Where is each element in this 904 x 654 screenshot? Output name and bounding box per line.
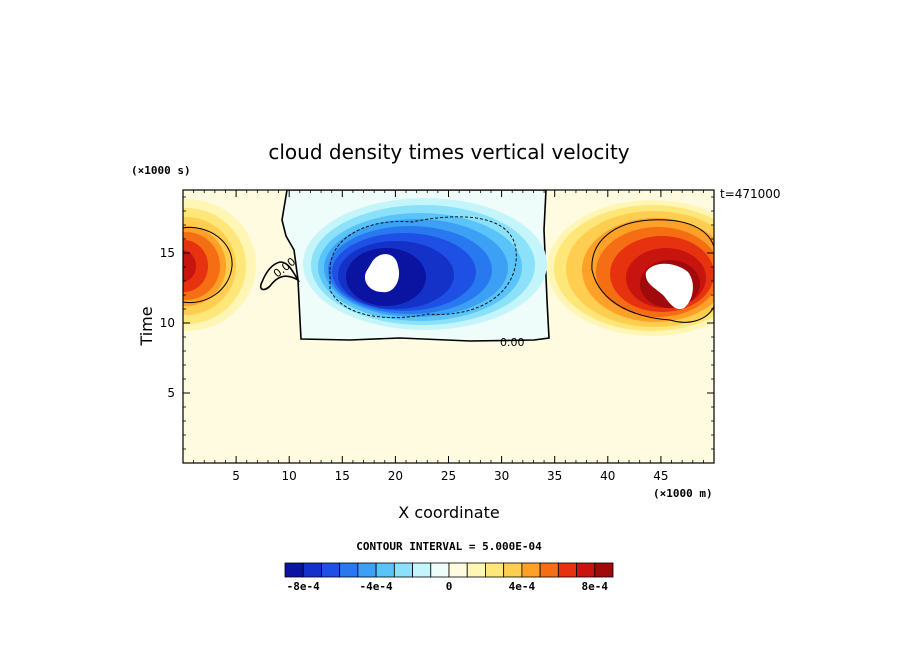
colorbar-swatch [430,562,450,578]
contour-interval-text: CONTOUR INTERVAL = 5.000E-04 [356,540,542,553]
x-tick-label: 25 [441,469,456,483]
colorbar-swatch [339,562,359,578]
x-tick-label: 20 [388,469,403,483]
colorbar-tick-label: -4e-4 [360,580,393,593]
colorbar-swatch [594,562,614,578]
colorbar-tick-label: -8e-4 [287,580,320,593]
negative-dashed-contour [329,216,517,319]
y-axis-ticks: 5 10 15 [160,246,714,400]
y-tick-label: 5 [167,386,175,400]
colorbar-tick-label: 4e-4 [509,580,536,593]
colorbar-swatch [357,562,377,578]
colorbar-swatch [485,562,505,578]
x-tick-label: 10 [282,469,297,483]
x-axis-label: X coordinate [398,503,499,522]
positive-feature-left [183,199,256,331]
positive-core-hole [645,263,693,310]
zero-contour-notch [259,261,301,291]
colorbar [284,562,614,578]
colorbar-swatch [503,562,523,578]
x-tick-label: 45 [653,469,668,483]
colorbar-swatch [557,562,577,578]
colorbar-swatch [393,562,413,578]
minor-ticks [183,190,714,463]
x-axis-ticks: 5 10 15 20 25 30 35 40 45 [232,190,669,483]
colorbar-swatch [321,562,341,578]
x-tick-label: 30 [494,469,509,483]
colorbar-swatch [302,562,322,578]
colorbar-swatch [412,562,432,578]
x-tick-label: 15 [335,469,350,483]
colorbar-labels: -8e-4 -4e-4 0 4e-4 8e-4 [287,580,609,593]
colorbar-swatch [284,562,304,578]
colorbar-swatch [466,562,486,578]
x-tick-label: 40 [600,469,615,483]
left-solid-contour [183,226,233,304]
plot-area [183,190,714,463]
negative-core-hole [364,254,400,293]
colorbar-swatch [375,562,395,578]
y-tick-label: 10 [160,316,175,330]
x-tick-label: 35 [547,469,562,483]
positive-feature-right [547,200,714,336]
colorbar-tick-label: 0 [446,580,453,593]
negative-feature [303,198,547,330]
time-stamp: t=471000 [720,187,781,201]
colorbar-swatch [539,562,559,578]
positive-solid-contour [591,219,714,323]
x-tick-label: 5 [232,469,240,483]
chart-title: cloud density times vertical velocity [268,140,629,164]
x-units-label: (×1000 m) [653,487,713,500]
colorbar-swatch [521,562,541,578]
y-axis-label: Time [137,306,156,346]
contour-label-zero-bottom: 0.00 [500,336,525,349]
y-tick-label: 15 [160,246,175,260]
colorbar-tick-label: 8e-4 [582,580,609,593]
y-units-label: (×1000 s) [131,164,191,177]
colorbar-swatch [576,562,596,578]
colorbar-swatch [448,562,468,578]
